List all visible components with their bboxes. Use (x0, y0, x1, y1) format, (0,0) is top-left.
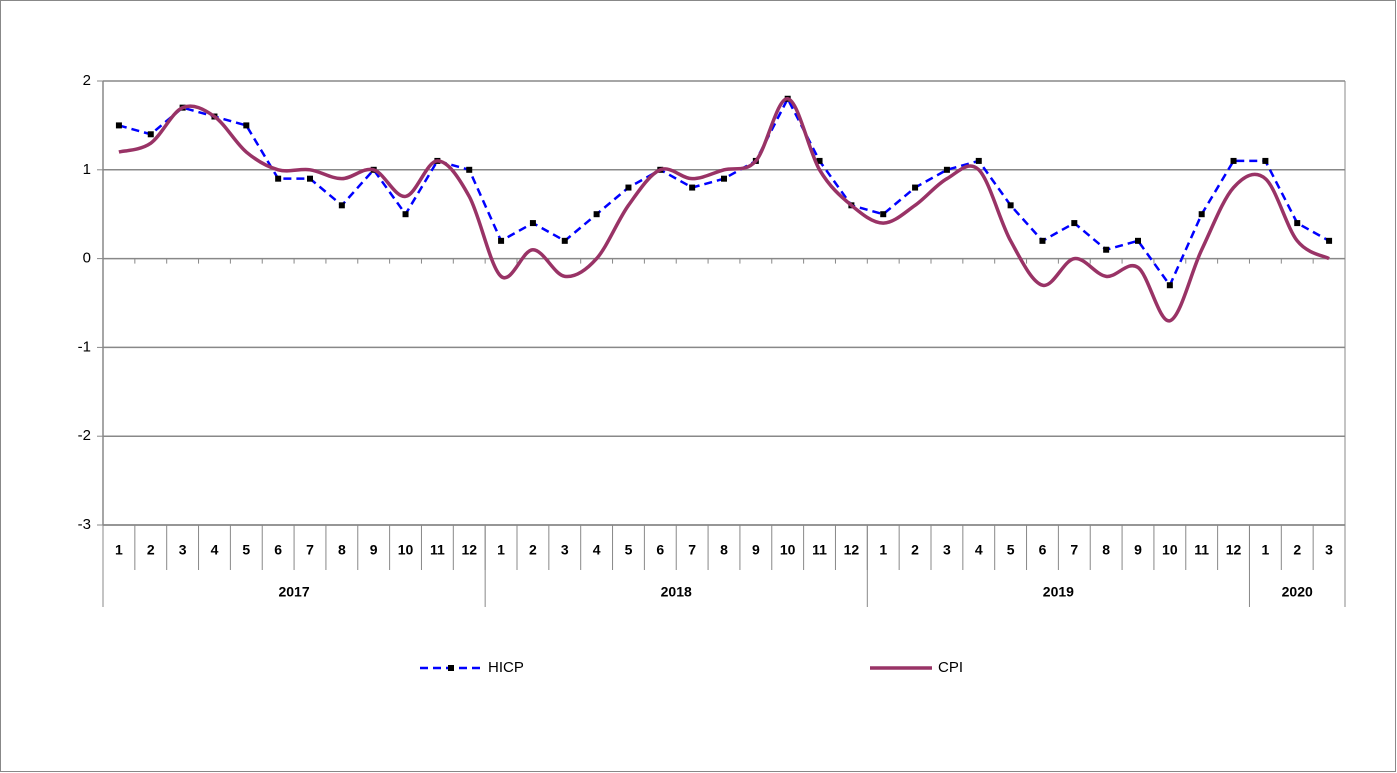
point-marker (1294, 220, 1301, 227)
legend-marker (448, 665, 454, 671)
x-tick-label: 1 (879, 542, 887, 558)
point-marker (625, 184, 632, 191)
x-tick-label: 8 (338, 542, 346, 558)
point-marker (338, 202, 345, 209)
point-marker (243, 122, 250, 129)
point-marker (721, 175, 727, 182)
point-marker (307, 175, 313, 182)
x-tick-label: 5 (1007, 542, 1015, 558)
point-marker (402, 211, 409, 218)
x-tick-label: 6 (1039, 542, 1047, 558)
x-tick-label: 12 (844, 542, 860, 558)
point-marker (1103, 246, 1110, 253)
point-marker (115, 122, 122, 129)
point-marker (275, 175, 282, 182)
x-tick-label: 4 (211, 542, 219, 558)
year-label: 2017 (278, 584, 309, 600)
x-tick-label: 2 (147, 542, 155, 558)
point-marker (1071, 220, 1078, 227)
x-tick-label: 11 (812, 542, 827, 558)
x-tick-label: 2 (911, 542, 919, 558)
x-tick-label: 5 (242, 542, 250, 558)
point-marker (1262, 157, 1269, 164)
point-marker (466, 166, 473, 173)
point-marker (561, 237, 568, 244)
x-tick-label: 3 (943, 542, 951, 558)
x-tick-label: 7 (1070, 542, 1078, 558)
x-tick-label: 5 (625, 542, 633, 558)
point-marker (816, 157, 823, 164)
x-tick-label: 1 (115, 542, 123, 558)
point-marker (1198, 211, 1205, 218)
point-marker (912, 184, 919, 191)
point-marker (1326, 237, 1333, 244)
point-marker (1135, 237, 1141, 244)
x-tick-label: 9 (1134, 542, 1142, 558)
x-tick-label: 8 (720, 542, 728, 558)
x-tick-label: 10 (780, 542, 796, 558)
legend-label: CPI (938, 659, 963, 676)
y-tick-label: -3 (78, 516, 91, 533)
x-tick-label: 12 (1226, 542, 1242, 558)
x-tick-label: 6 (656, 542, 664, 558)
point-marker (975, 157, 982, 164)
x-tick-label: 7 (688, 542, 696, 558)
y-tick-label: -2 (78, 427, 91, 444)
legend-label: HICP (488, 659, 524, 676)
x-tick-label: 6 (274, 542, 282, 558)
x-tick-label: 3 (1325, 542, 1333, 558)
x-tick-label: 1 (497, 542, 505, 558)
point-marker (689, 184, 696, 191)
y-tick-label: 0 (83, 250, 91, 267)
point-marker (1166, 282, 1173, 289)
x-tick-label: 4 (593, 542, 601, 558)
point-marker (880, 211, 887, 218)
series-line (118, 97, 1330, 323)
point-marker (1230, 157, 1237, 164)
y-tick-label: -1 (78, 338, 91, 355)
x-tick-label: 11 (430, 542, 445, 558)
y-tick-label: 2 (83, 72, 91, 89)
x-tick-label: 2 (529, 542, 537, 558)
x-tick-label: 4 (975, 542, 983, 558)
x-tick-label: 10 (1162, 542, 1178, 558)
point-marker (529, 220, 536, 227)
x-tick-label: 3 (179, 542, 187, 558)
year-label: 2020 (1282, 584, 1313, 600)
year-label: 2019 (1043, 584, 1074, 600)
x-tick-label: 9 (370, 542, 378, 558)
point-marker (1007, 202, 1014, 209)
y-tick-label: 1 (83, 161, 91, 178)
point-marker (943, 166, 950, 173)
point-marker (593, 211, 600, 218)
x-tick-label: 11 (1194, 542, 1209, 558)
point-marker (147, 131, 154, 138)
x-tick-label: 8 (1102, 542, 1110, 558)
x-tick-label: 2 (1293, 542, 1301, 558)
x-tick-label: 12 (461, 542, 477, 558)
year-label: 2018 (661, 584, 692, 600)
point-marker (498, 237, 505, 244)
x-tick-label: 1 (1261, 542, 1269, 558)
point-marker (1039, 237, 1046, 244)
x-tick-label: 3 (561, 542, 569, 558)
x-tick-label: 7 (306, 542, 314, 558)
x-tick-label: 10 (398, 542, 414, 558)
x-tick-label: 9 (752, 542, 760, 558)
